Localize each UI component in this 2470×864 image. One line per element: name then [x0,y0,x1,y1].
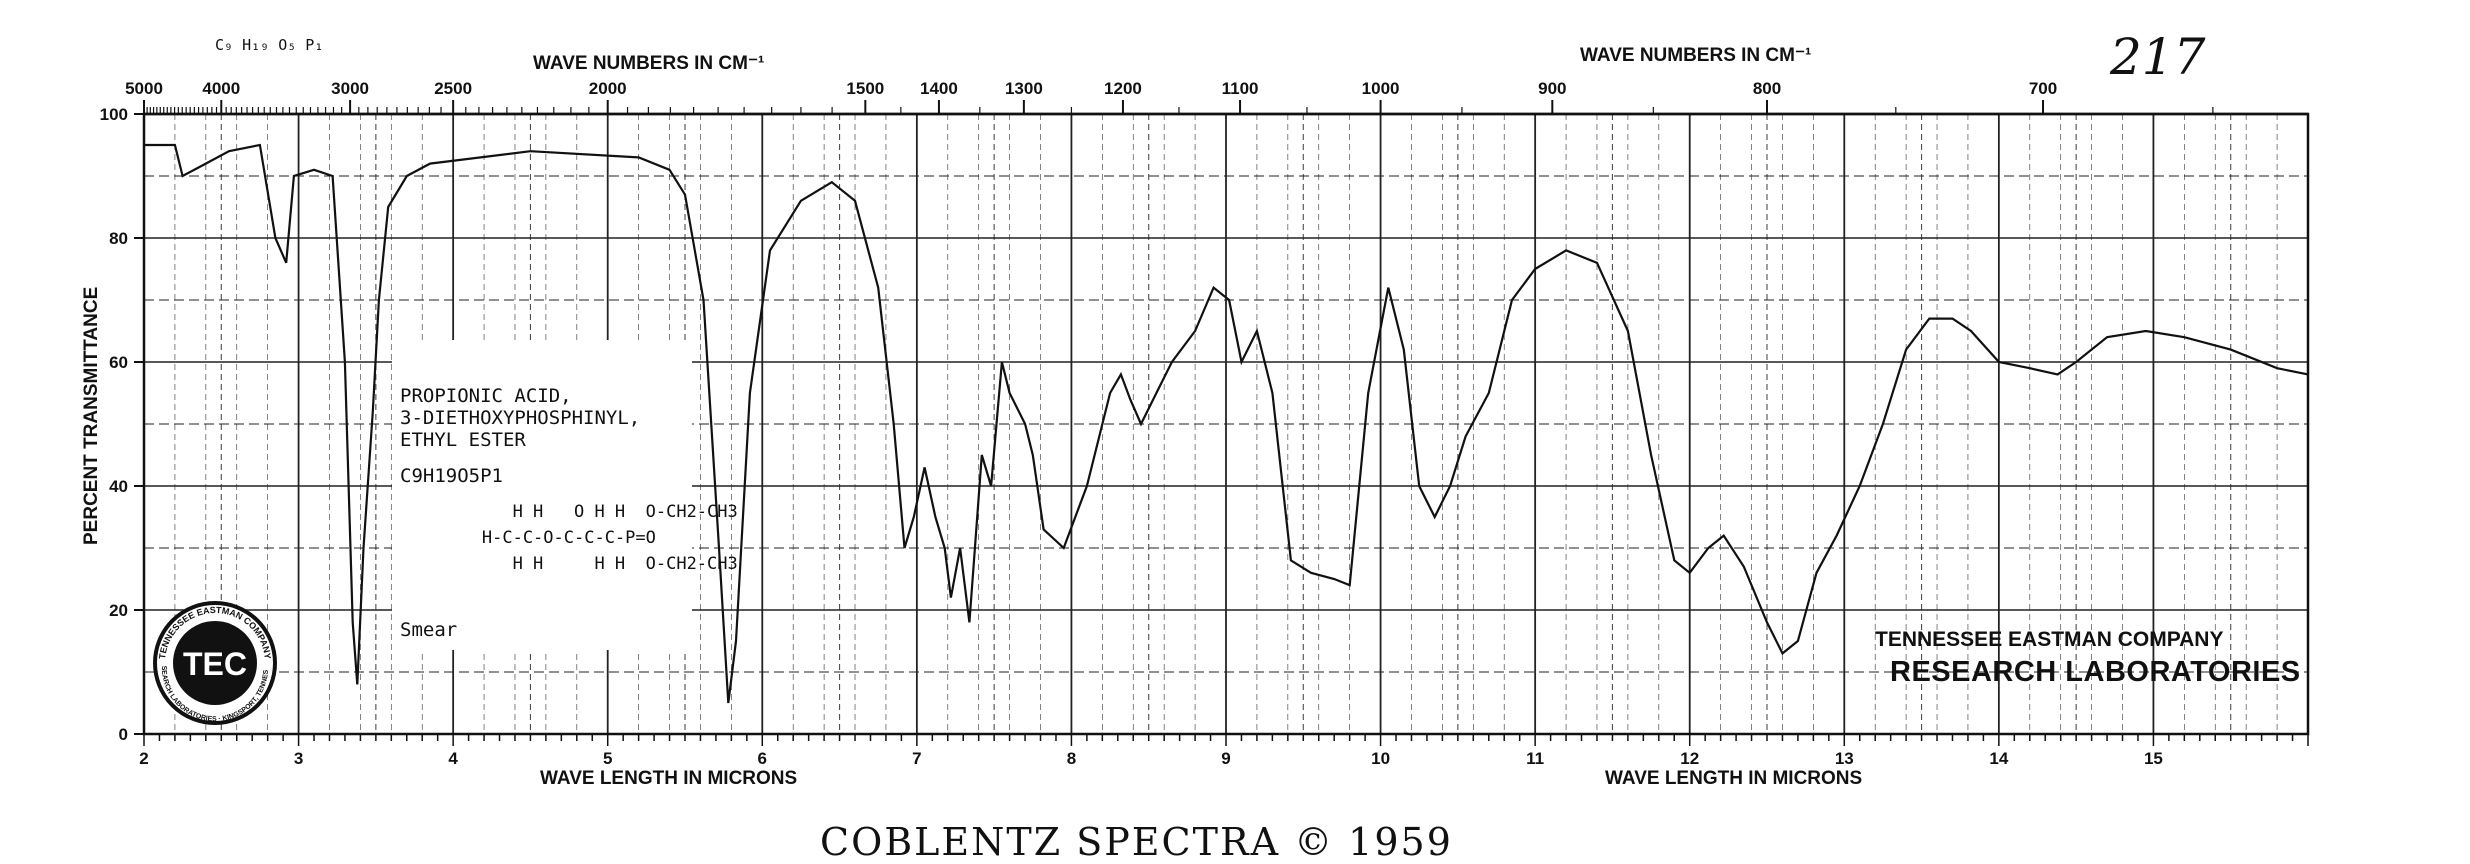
x-axis-label-right: WAVE LENGTH IN MICRONS [1605,768,1862,789]
x-tick-label: 3 [294,749,303,768]
y-tick-label: 0 [119,725,128,744]
x-tick-label: 12 [1680,749,1699,768]
x-tick-label: 5 [603,749,612,768]
x-axis-label-left: WAVE LENGTH IN MICRONS [540,768,797,789]
top-axis-label-left: WAVE NUMBERS IN CM⁻¹ [533,53,764,74]
wavenumber-tick-label: 3000 [331,79,369,98]
y-tick-label: 20 [109,601,128,620]
x-tick-label: 15 [2144,749,2163,768]
structure-line-3: H H H H O-CH2-CH3 [400,554,738,574]
x-tick-label: 8 [1067,749,1076,768]
axis-ticks [134,100,2309,746]
label-line-2: 3-DIETHOXYPHOSPHINYL, [400,407,641,429]
wavenumber-tick-label: 700 [2029,79,2057,98]
compound-label-card: PROPIONIC ACID, 3-DIETHOXYPHOSPHINYL, ET… [392,340,738,650]
x-tick-label: 14 [1989,749,2008,768]
label-line-1: PROPIONIC ACID, [400,385,572,407]
structure-line-1: H H O H H O-CH2-CH3 [400,502,738,522]
wavenumber-tick-label: 1000 [1362,79,1400,98]
catalog-number: 217 [2110,28,2206,86]
label-formula: C9H19O5P1 [400,465,503,487]
wavenumber-tick-label: 2000 [589,79,627,98]
wavenumber-tick-label: 1300 [1005,79,1043,98]
wavenumber-tick-label: 5000 [125,79,163,98]
company-logo: TENNESSEE EASTMAN COMPANY RESEARCH LABOR… [150,598,277,725]
spectrum-trace [144,143,2309,704]
y-axis-label: PERCENT TRANSMITTANCE [81,287,102,545]
wavenumber-tick-label: 900 [1538,79,1566,98]
sample-method: Smear [400,619,458,641]
x-tick-label: 9 [1221,749,1230,768]
x-tick-label: 2 [139,749,148,768]
company-name: TENNESSEE EASTMAN COMPANY [1875,628,2224,651]
x-tick-label: 13 [1835,749,1854,768]
x-tick-label: 6 [758,749,767,768]
y-tick-label: 60 [109,353,128,372]
x-tick-label: 7 [912,749,921,768]
label-line-3: ETHYL ESTER [400,429,526,451]
x-tick-label: 10 [1371,749,1390,768]
footer-credit: COBLENTZ SPECTRA © 1959 [820,820,1453,864]
structure-line-2: H-C-C-O-C-C-C-P=O [400,528,656,548]
tick-labels: 2 3 4 5 6 7 8 9 10 11 12 13 14 15 0 20 40 60 80 100 5000 4000… [100,79,2163,768]
logo-monogram: TEC [183,646,247,682]
formula-top: C₉ H₁₉ O₅ P₁ [215,36,323,54]
wavenumber-tick-label: 2500 [434,79,472,98]
x-tick-label: 4 [448,749,458,768]
wavenumber-tick-label: 1400 [920,79,958,98]
wavenumber-tick-label: 1200 [1104,79,1142,98]
x-tick-label: 11 [1526,749,1544,768]
y-tick-label: 100 [100,105,128,124]
y-tick-label: 80 [109,229,128,248]
wavenumber-tick-label: 800 [1753,79,1781,98]
company-division: RESEARCH LABORATORIES [1890,656,2301,688]
wavenumber-tick-label: 1100 [1222,79,1259,98]
wavenumber-tick-label: 4000 [202,79,240,98]
top-axis-label-right: WAVE NUMBERS IN CM⁻¹ [1580,45,1811,66]
y-tick-label: 40 [109,477,128,496]
wavenumber-tick-label: 1500 [846,79,884,98]
